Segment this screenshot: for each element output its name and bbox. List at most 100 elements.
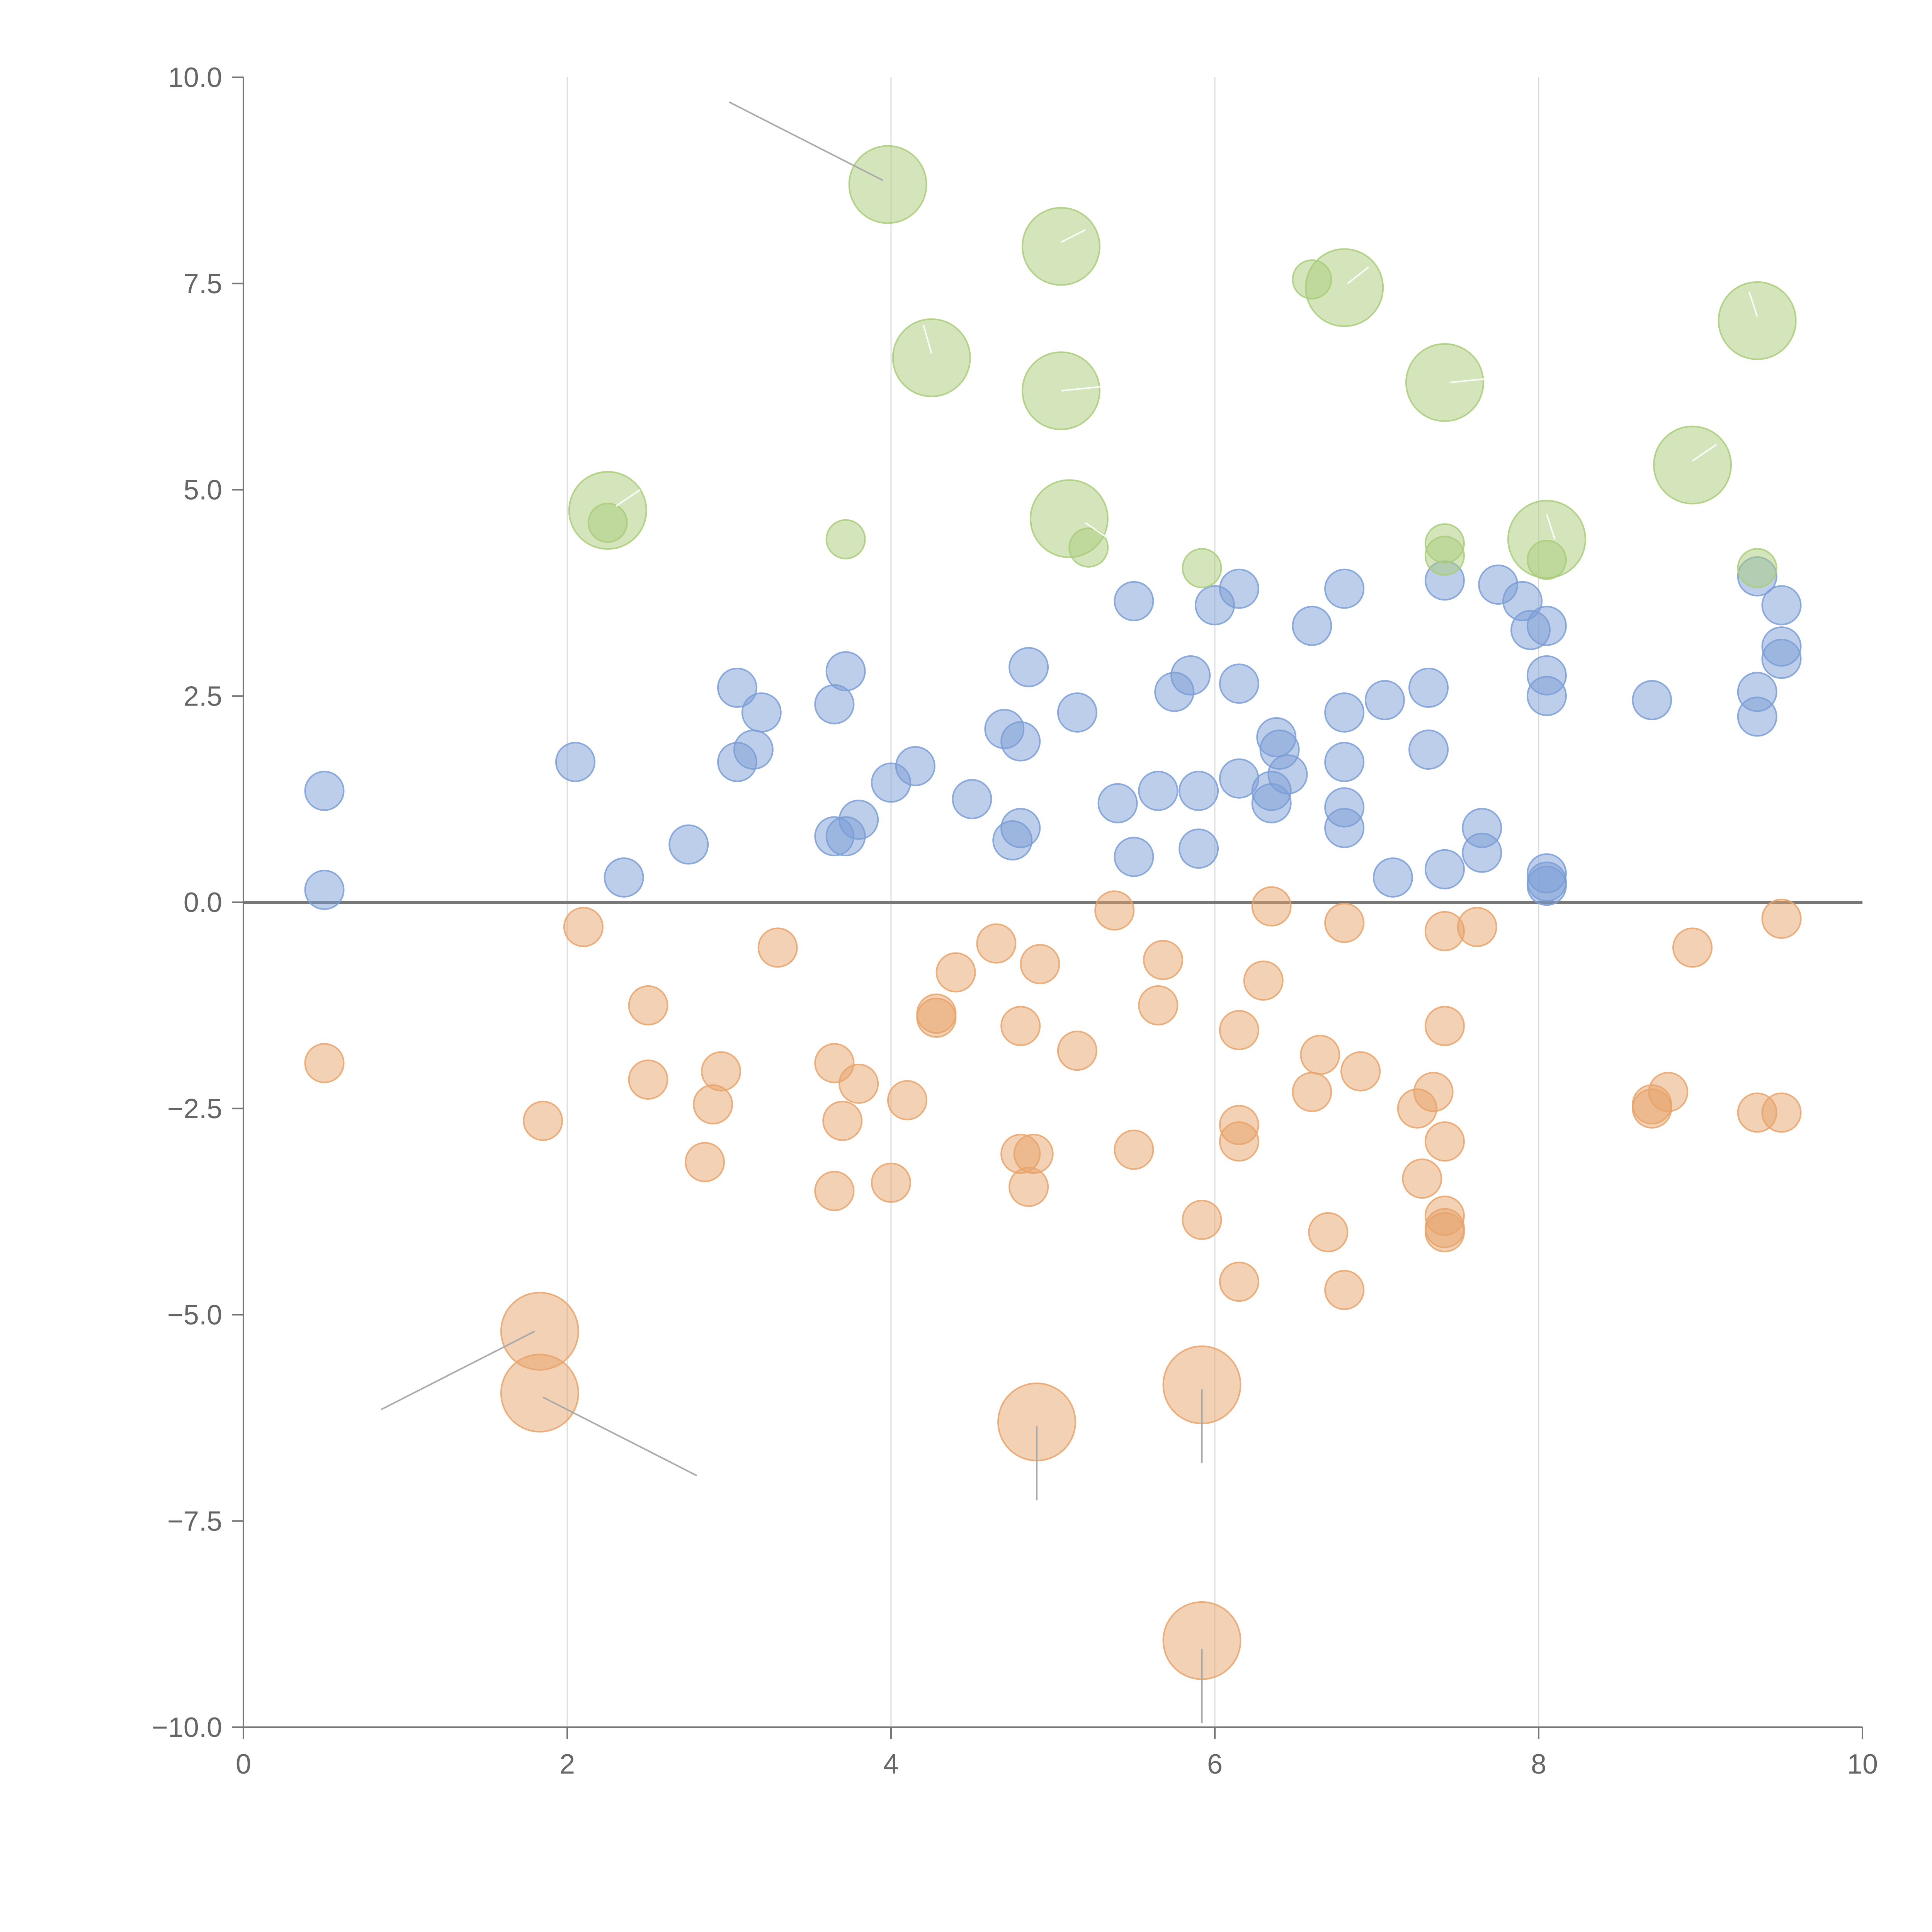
data-point-orange-small-19 bbox=[1000, 1006, 1041, 1046]
data-point-green-small-1 bbox=[825, 519, 866, 560]
x-tick-label: 10 bbox=[1847, 1749, 1878, 1780]
data-point-orange-small-36 bbox=[1292, 1072, 1332, 1112]
data-point-blue-small-30 bbox=[1179, 828, 1219, 869]
data-point-orange-small-4 bbox=[628, 1060, 668, 1100]
data-point-orange-small-30 bbox=[1219, 1010, 1259, 1050]
data-point-orange-large-1 bbox=[500, 1354, 579, 1433]
annotation-leader-line-2 bbox=[543, 1396, 697, 1476]
data-point-orange-small-38 bbox=[1308, 1212, 1349, 1252]
data-point-orange-small-10 bbox=[814, 1171, 855, 1211]
axis-layer bbox=[232, 77, 1863, 1739]
data-point-blue-small-16 bbox=[952, 779, 992, 820]
data-point-blue-small-40 bbox=[1292, 605, 1332, 646]
data-point-green-large-9 bbox=[1653, 425, 1732, 505]
data-point-orange-small-55 bbox=[1672, 927, 1713, 968]
y-tick-label: 10.0 bbox=[168, 62, 222, 93]
x-tick-label: 8 bbox=[1531, 1749, 1546, 1780]
data-point-orange-small-12 bbox=[838, 1063, 879, 1104]
data-point-green-large-1 bbox=[892, 318, 971, 397]
data-point-blue-small-3 bbox=[604, 857, 644, 898]
data-point-blue-small-4 bbox=[668, 824, 709, 865]
data-point-green-large-2 bbox=[1021, 207, 1100, 286]
annotation-leader-line-light-9 bbox=[1748, 291, 1758, 317]
data-point-blue-small-42 bbox=[1324, 692, 1365, 733]
data-point-blue-small-32 bbox=[1219, 568, 1259, 609]
data-point-orange-small-18 bbox=[976, 923, 1017, 964]
y-tick-label: −7.5 bbox=[167, 1506, 222, 1537]
data-point-blue-small-43 bbox=[1324, 742, 1365, 782]
data-point-orange-small-40 bbox=[1324, 1270, 1365, 1310]
annotation-leader-line-light-1 bbox=[1061, 229, 1086, 243]
data-point-green-small-3 bbox=[1182, 548, 1222, 588]
data-point-orange-small-26 bbox=[1114, 1129, 1154, 1170]
annotation-leader-line-0 bbox=[729, 101, 883, 181]
data-point-blue-small-23 bbox=[1097, 783, 1138, 823]
data-point-orange-small-24 bbox=[1057, 1031, 1097, 1071]
data-point-blue-small-33 bbox=[1219, 663, 1259, 704]
data-point-blue-small-67 bbox=[1761, 585, 1802, 626]
data-point-orange-small-51 bbox=[1457, 907, 1497, 947]
annotation-leader-line-light-2 bbox=[1061, 386, 1102, 392]
data-point-orange-small-37 bbox=[1300, 1034, 1340, 1075]
data-point-orange-small-11 bbox=[822, 1100, 863, 1141]
data-point-orange-small-17 bbox=[935, 952, 976, 993]
data-point-blue-small-13 bbox=[838, 799, 879, 840]
data-point-blue-small-2 bbox=[555, 742, 595, 782]
data-point-blue-small-47 bbox=[1372, 857, 1413, 898]
data-point-blue-small-7 bbox=[733, 730, 774, 770]
data-point-blue-small-19 bbox=[1000, 721, 1041, 762]
data-point-orange-small-33 bbox=[1219, 1262, 1259, 1302]
data-point-orange-small-7 bbox=[701, 1051, 742, 1092]
data-point-orange-small-46 bbox=[1424, 1006, 1465, 1046]
data-point-green-small-6 bbox=[1424, 536, 1465, 576]
x-tick-label: 2 bbox=[560, 1749, 575, 1780]
data-point-orange-small-14 bbox=[887, 1080, 927, 1121]
annotation-leader-line-light-6 bbox=[1449, 378, 1490, 383]
data-point-green-large-8 bbox=[1507, 500, 1586, 579]
data-point-orange-small-54 bbox=[1648, 1072, 1689, 1112]
data-point-green-large-3 bbox=[1021, 351, 1100, 430]
data-point-orange-small-29 bbox=[1182, 1199, 1222, 1240]
data-point-orange-small-47 bbox=[1424, 1121, 1465, 1162]
data-point-blue-small-46 bbox=[1364, 680, 1405, 720]
data-point-blue-small-1 bbox=[304, 869, 345, 910]
data-point-green-large-4 bbox=[1029, 479, 1109, 558]
data-point-orange-small-35 bbox=[1251, 886, 1292, 927]
data-point-orange-small-41 bbox=[1340, 1051, 1381, 1092]
data-point-orange-small-8 bbox=[757, 927, 798, 968]
y-tick-label: 7.5 bbox=[184, 269, 222, 299]
data-point-blue-small-20 bbox=[1000, 808, 1041, 848]
data-point-blue-small-28 bbox=[1170, 655, 1211, 696]
y-tick-label: −10.0 bbox=[152, 1712, 222, 1743]
annotation-leader-line-1 bbox=[381, 1330, 536, 1410]
data-point-blue-small-15 bbox=[895, 746, 935, 786]
data-point-blue-small-25 bbox=[1114, 581, 1154, 621]
data-point-green-large-6 bbox=[1305, 248, 1384, 327]
data-point-orange-small-6 bbox=[693, 1084, 733, 1125]
annotation-leader-line-light-4 bbox=[615, 489, 641, 507]
y-tick-label: −5.0 bbox=[167, 1300, 222, 1331]
data-point-blue-small-39 bbox=[1267, 754, 1308, 795]
x-tick-label: 6 bbox=[1207, 1749, 1223, 1780]
data-point-blue-small-0 bbox=[304, 770, 345, 811]
data-point-orange-small-58 bbox=[1761, 1092, 1802, 1133]
data-point-orange-small-25 bbox=[1094, 890, 1135, 931]
tick-label-layer: 0 2 4 6 8 10 10.0 7.5 5.0 2.5 0.0 −2.5 −5.0 −7.5 −10.0 bbox=[152, 62, 1878, 1780]
data-point-orange-small-5 bbox=[685, 1142, 725, 1182]
annotation-leader-line-light-0 bbox=[922, 324, 932, 354]
data-point-blue-small-51 bbox=[1424, 849, 1465, 889]
data-point-orange-small-1 bbox=[523, 1100, 563, 1141]
data-point-orange-small-2 bbox=[563, 907, 604, 947]
y-tick-label: 0.0 bbox=[184, 887, 222, 918]
x-tick-label: 0 bbox=[236, 1749, 251, 1780]
data-point-orange-small-28 bbox=[1143, 940, 1183, 980]
data-point-blue-small-24 bbox=[1114, 837, 1154, 877]
data-point-orange-small-43 bbox=[1402, 1158, 1442, 1199]
data-point-blue-small-48 bbox=[1408, 667, 1449, 708]
y-tick-label: 5.0 bbox=[184, 475, 222, 506]
data-point-green-large-5 bbox=[568, 471, 647, 550]
data-point-orange-small-57 bbox=[1761, 898, 1802, 939]
data-point-blue-small-8 bbox=[741, 692, 782, 733]
data-point-orange-small-27 bbox=[1138, 985, 1179, 1026]
data-point-blue-small-41 bbox=[1324, 568, 1365, 609]
